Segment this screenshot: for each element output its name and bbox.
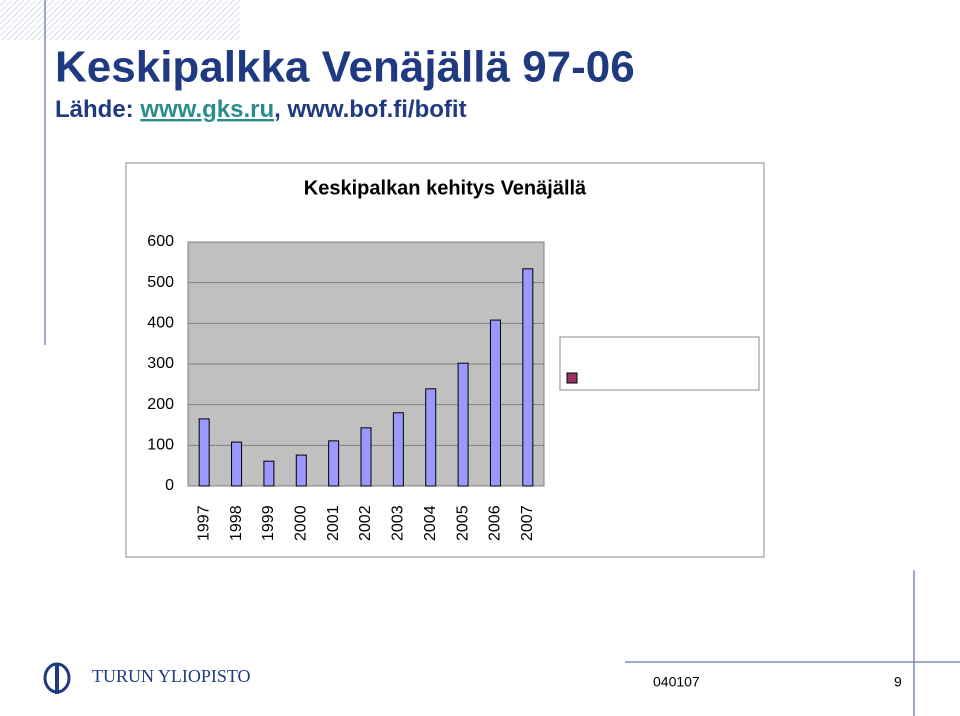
- bar: [263, 460, 275, 487]
- y-tick-label: 400: [147, 315, 174, 332]
- y-tick-label: 600: [147, 233, 174, 250]
- source-rest: , www.bof.fi/bofit: [274, 96, 466, 123]
- x-tick-label: 2004: [422, 505, 439, 541]
- bar: [328, 440, 340, 487]
- corner-pattern: [0, 0, 240, 40]
- x-tick-label: 2003: [390, 505, 407, 541]
- x-tick-label: 2002: [357, 505, 374, 541]
- bar: [392, 412, 404, 487]
- bar: [360, 427, 372, 487]
- x-tick-label: 1997: [195, 505, 212, 541]
- y-tick-label: 200: [147, 396, 174, 413]
- x-tick-label: 2007: [519, 505, 536, 541]
- bar: [425, 388, 437, 487]
- chart-title: Keskipalkan kehitys Venäjällä: [304, 177, 587, 199]
- y-tick-label: 500: [147, 274, 174, 291]
- bar: [295, 454, 307, 487]
- x-tick-label: 1998: [228, 505, 245, 541]
- x-tick-label: 2000: [292, 505, 309, 541]
- x-tick-label: 2006: [487, 505, 504, 541]
- slide-title: Keskipalkka Venäjällä 97-06: [55, 43, 635, 92]
- bar: [522, 268, 534, 487]
- source-prefix: Lähde:: [55, 96, 140, 123]
- logo: [43, 662, 71, 694]
- x-tick-label: 2005: [454, 505, 471, 541]
- x-tick-label: 1999: [260, 505, 277, 541]
- bar: [231, 441, 243, 487]
- y-tick-label: 100: [147, 437, 174, 454]
- footer-org: TURUN YLIOPISTO: [92, 666, 251, 686]
- footer-page: 9: [894, 674, 902, 690]
- plot: 0 100 200 300 400 500 600 1997 1998 1999 2000 2001 2…: [147, 233, 725, 541]
- y-tick-label: 0: [165, 477, 174, 494]
- legend-swatch-empty: [566, 372, 578, 384]
- bar: [198, 418, 210, 487]
- source-link[interactable]: www.gks.ru: [139, 96, 274, 123]
- x-tick-label: 2001: [325, 505, 342, 541]
- legend: [559, 336, 760, 391]
- source-line: Lähde: www.gks.ru, www.bof.fi/bofit: [55, 96, 467, 123]
- bar: [457, 362, 469, 487]
- y-tick-label: 300: [147, 355, 174, 372]
- bar: [489, 319, 501, 487]
- footer-date: 040107: [653, 674, 700, 690]
